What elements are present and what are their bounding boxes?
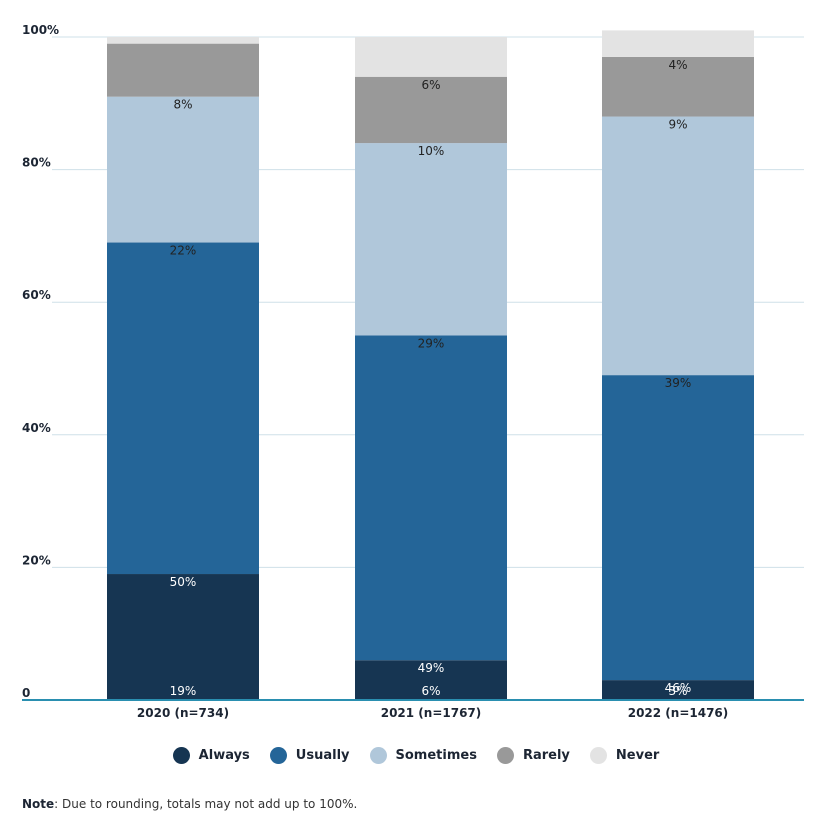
bar-always-0 [107, 574, 259, 700]
legend-swatch-usually [269, 746, 287, 764]
x-tick-label-2: 2022 (n=1476) [628, 706, 729, 720]
segment-label-sometimes-1: 29% [418, 336, 445, 350]
bar-always-2 [602, 680, 754, 700]
legend: Always Usually Sometimes Rarely Never [0, 744, 832, 766]
y-tick-label-0: 0 [22, 686, 30, 700]
bar-never-2 [602, 30, 754, 57]
bar-never-0 [107, 37, 259, 44]
segment-label-never-2: 4% [668, 58, 687, 72]
legend-item-always: Always [172, 746, 250, 764]
legend-label-always: Always [198, 747, 250, 763]
bar-never-1 [355, 37, 507, 77]
legend-swatch-always [172, 746, 190, 764]
legend-label-usually: Usually [295, 747, 350, 763]
bar-usually-1 [355, 335, 507, 661]
legend-swatch-rarely [496, 746, 514, 764]
bar-usually-0 [107, 242, 259, 575]
bar-always-1 [355, 660, 507, 700]
bar-sometimes-1 [355, 143, 507, 336]
legend-swatch-sometimes [369, 746, 387, 764]
segment-label-rarely-0: 8% [173, 98, 192, 112]
bar-sometimes-2 [602, 116, 754, 376]
segment-label-usually-2: 46% [665, 681, 692, 695]
legend-label-rarely: Rarely [522, 747, 570, 763]
bar-sometimes-0 [107, 96, 259, 243]
note-text: : Due to rounding, totals may not add up… [54, 797, 358, 811]
segment-label-always-1: 6% [421, 684, 440, 698]
bar-rarely-0 [107, 43, 259, 97]
y-tick-label-40: 40% [22, 421, 51, 435]
segment-label-always-2: 3% [668, 684, 687, 698]
segment-label-sometimes-2: 39% [665, 376, 692, 390]
bars [107, 30, 754, 700]
legend-label-sometimes: Sometimes [395, 747, 477, 763]
y-axis-ticks: 0 20% 40% 60% 80% 100% [22, 23, 59, 700]
segment-label-rarely-2: 9% [668, 118, 687, 132]
bar-rarely-2 [602, 56, 754, 117]
note-label: Note [22, 797, 55, 811]
segment-label-always-0: 19% [170, 684, 197, 698]
segment-label-never-1: 6% [421, 78, 440, 92]
segment-label-sometimes-0: 22% [170, 244, 197, 258]
segment-label-usually-1: 49% [418, 661, 445, 675]
legend-label-never: Never [615, 747, 660, 763]
x-tick-label-0: 2020 (n=734) [137, 706, 229, 720]
footnote: Note: Due to rounding, totals may not ad… [22, 797, 357, 811]
legend-item-sometimes: Sometimes [369, 746, 477, 764]
y-tick-label-100: 100% [22, 23, 59, 37]
x-tick-label-1: 2021 (n=1767) [381, 706, 482, 720]
legend-item-never: Never [589, 746, 660, 764]
y-tick-label-80: 80% [22, 156, 51, 170]
segment-labels: 19% 50% 22% 8% 6% 49% 29% 10% 6% 3%46% 39% 9% 4% [170, 58, 692, 698]
legend-swatch-never [589, 746, 607, 764]
segment-label-usually-0: 50% [170, 575, 197, 589]
y-tick-label-60: 60% [22, 288, 51, 302]
x-axis-ticks: 2020 (n=734) 2021 (n=1767) 2022 (n=1476) [137, 706, 728, 720]
bar-usually-2 [602, 375, 754, 681]
bar-rarely-1 [355, 76, 507, 144]
legend-item-usually: Usually [269, 746, 350, 764]
y-tick-label-20: 20% [22, 553, 51, 567]
segment-label-rarely-1: 10% [418, 144, 445, 158]
stacked-bar-chart: 19% 50% 22% 8% 6% 49% 29% 10% 6% 3%46% 39% 9% 4% 0 20… [22, 23, 804, 720]
legend-item-rarely: Rarely [496, 746, 570, 764]
